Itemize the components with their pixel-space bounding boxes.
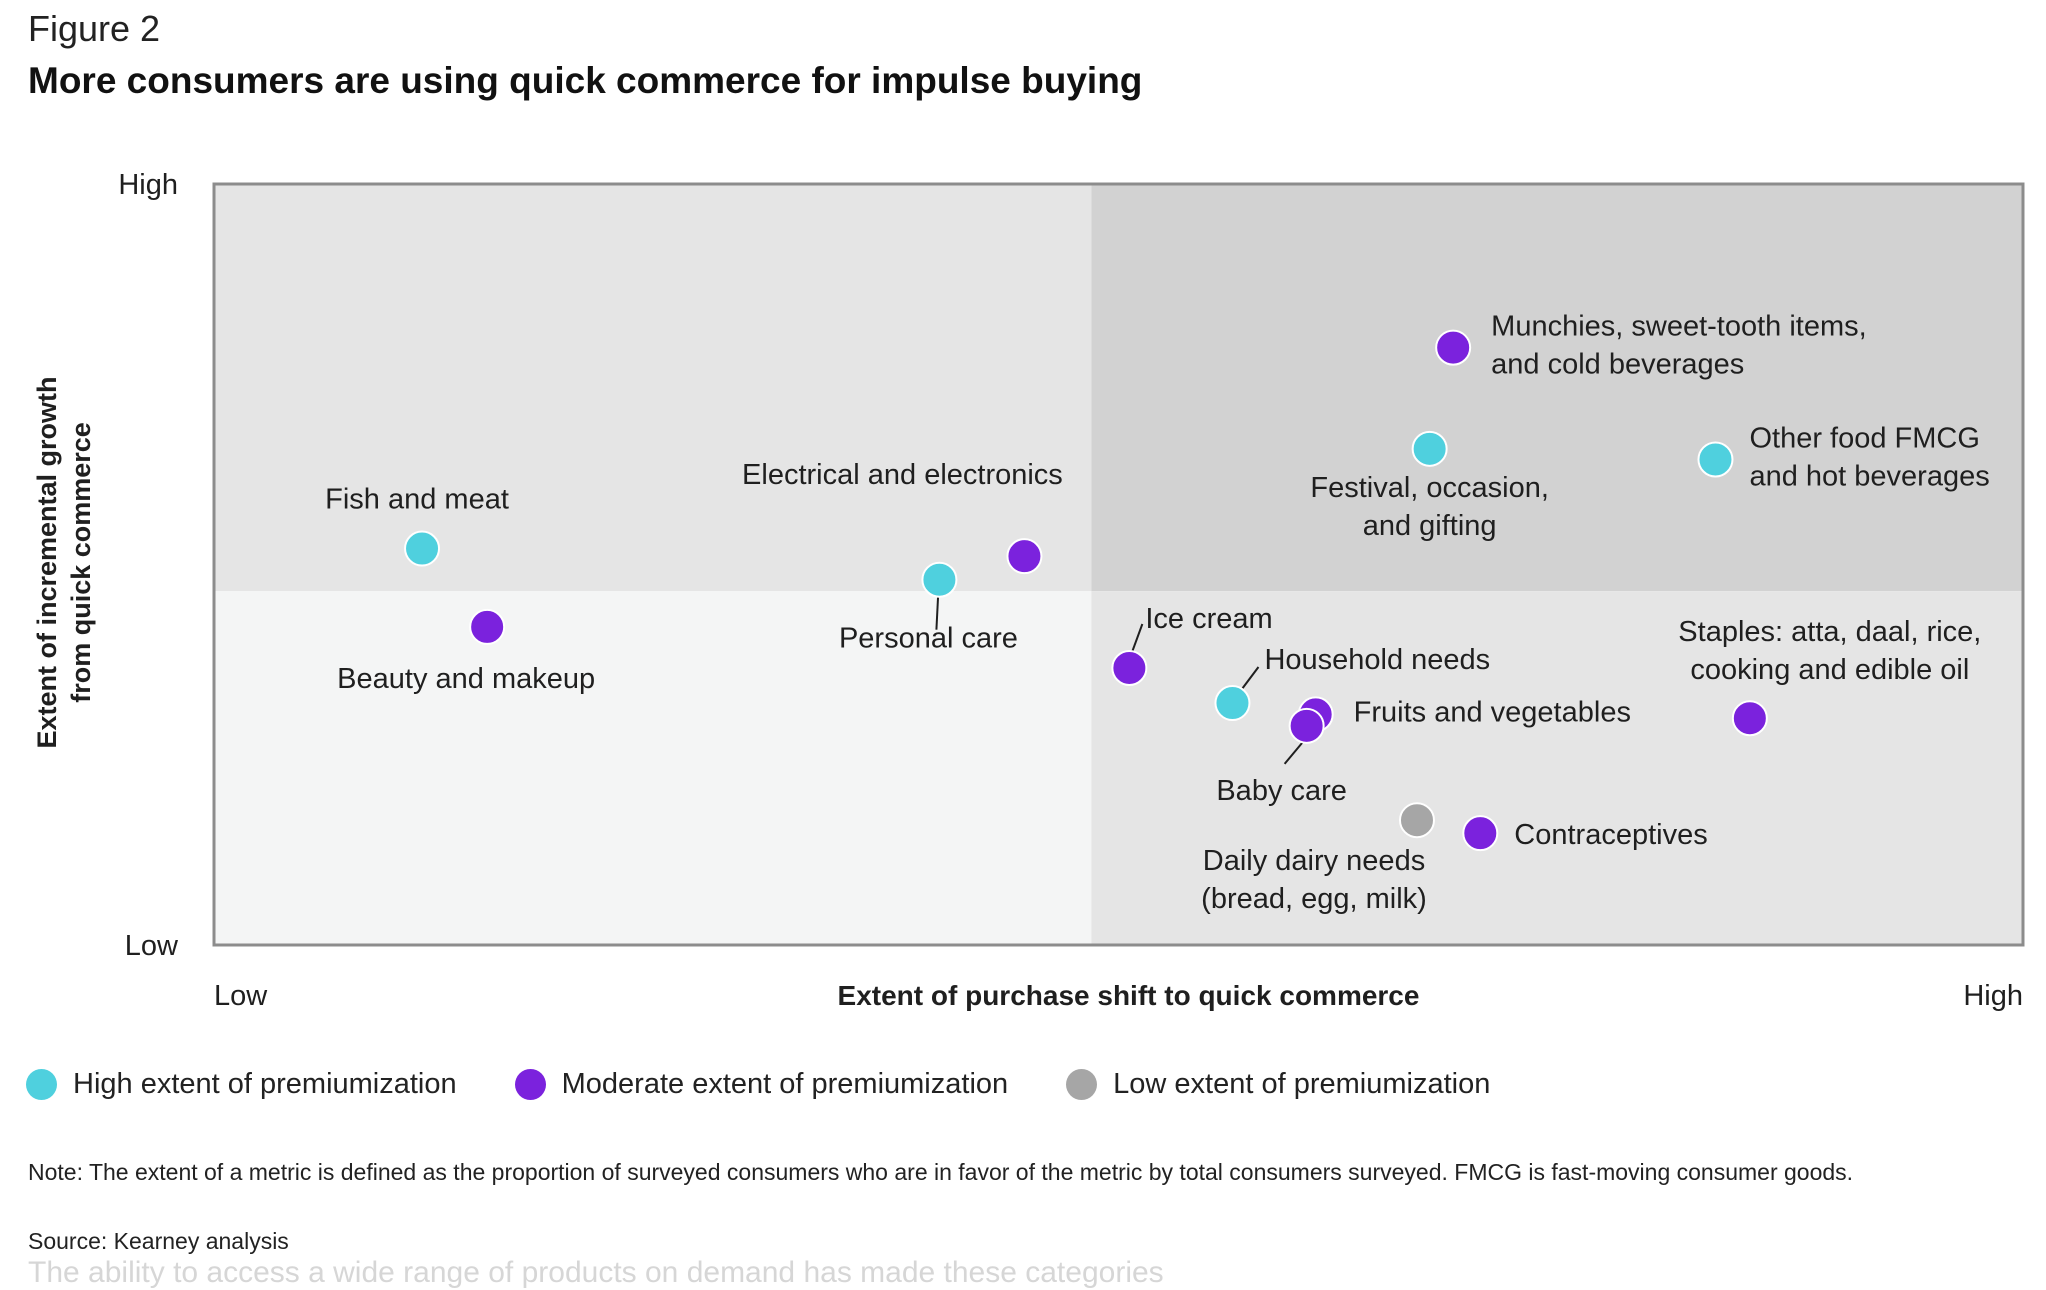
- point-label-personal-care: Personal care: [839, 623, 1018, 655]
- legend-item-low: Low extent of premiumization: [1066, 1068, 1490, 1101]
- x-tick-low: Low: [214, 980, 268, 1012]
- legend-swatch-high: [26, 1069, 57, 1100]
- point-label-beauty-and-makeup: Beauty and makeup: [337, 663, 595, 695]
- point-label-electrical-and-electronics: Electrical and electronics: [742, 459, 1063, 491]
- scatter-chart: High Low Low High Extent of purchase shift t…: [32, 169, 2025, 1012]
- point-staples-atta-daal-rice-cooking-and-edible-oil[interactable]: [1731, 700, 1768, 737]
- point-other-food-fmcg-and-hot-beverages[interactable]: [1697, 441, 1734, 478]
- point-label-baby-care: Baby care: [1216, 775, 1347, 807]
- x-axis-label: Extent of purchase shift to quick commer…: [838, 980, 1420, 1011]
- point-label-fish-and-meat: Fish and meat: [325, 484, 509, 516]
- legend-item-moderate: Moderate extent of premiumization: [514, 1068, 1009, 1101]
- legend: High extent of premiumization Moderate e…: [26, 1068, 1548, 1101]
- legend-item-high: High extent of premiumization: [26, 1068, 457, 1101]
- y-axis-label: Extent of incremental growth from quick c…: [32, 376, 96, 748]
- point-personal-care[interactable]: [921, 561, 958, 598]
- point-electrical-and-electronics[interactable]: [1006, 538, 1043, 575]
- point-baby-care[interactable]: [1288, 707, 1325, 744]
- plot-frame: [212, 182, 2025, 947]
- legend-label-low: Low extent of premiumization: [1113, 1068, 1491, 1100]
- point-fish-and-meat[interactable]: [404, 530, 441, 567]
- figure-label: Figure 2: [28, 8, 161, 49]
- chart-title: More consumers are using quick commerce …: [28, 60, 1143, 101]
- point-daily-dairy-needs-bread-egg-milk[interactable]: [1398, 802, 1435, 839]
- point-label-daily-dairy-needs-bread-egg-milk: Daily dairy needs (bread, egg, milk): [1201, 845, 1427, 915]
- point-ice-cream[interactable]: [1111, 649, 1148, 686]
- point-label-fruits-and-vegetables: Fruits and vegetables: [1354, 696, 1631, 728]
- faded-body-text: The ability to access a wide range of pr…: [28, 1256, 1164, 1289]
- point-label-other-food-fmcg-and-hot-beverages: Other food FMCG and hot beverages: [1749, 422, 1989, 492]
- legend-label-high: High extent of premiumization: [73, 1068, 457, 1100]
- point-label-contraceptives: Contraceptives: [1514, 819, 1707, 851]
- y-tick-low: Low: [125, 930, 179, 962]
- legend-swatch-low: [1066, 1069, 1098, 1100]
- point-label-festival-occasion-and-gifting: Festival, occasion, and gifting: [1310, 472, 1549, 542]
- point-festival-occasion-and-gifting[interactable]: [1411, 430, 1448, 467]
- quadrant-high-shift-high-growth: [1091, 184, 2023, 592]
- quadrant-low-shift-low-growth: [214, 591, 1092, 945]
- legend-label-moderate: Moderate extent of premiumization: [561, 1068, 1009, 1100]
- chart-note: Note: The extent of a metric is defined …: [28, 1159, 1854, 1185]
- point-label-ice-cream: Ice cream: [1145, 603, 1272, 635]
- point-label-munchies-sweet-tooth-items-and-cold-beverages: Munchies, sweet-tooth items, and cold bev…: [1491, 311, 1867, 381]
- quadrant-high-shift-low-growth: [1091, 591, 2023, 945]
- chart-source: Source: Kearney analysis: [28, 1228, 289, 1254]
- point-munchies-sweet-tooth-items-and-cold-beverages[interactable]: [1435, 329, 1472, 366]
- point-label-household-needs: Household needs: [1264, 644, 1490, 676]
- point-household-needs[interactable]: [1214, 685, 1251, 722]
- point-label-staples-atta-daal-rice-cooking-and-edible-oil: Staples: atta, daal, rice, cooking and ed…: [1678, 616, 1981, 686]
- x-tick-high: High: [1963, 980, 2023, 1012]
- leader-line-ice-cream: [1130, 623, 1144, 655]
- y-tick-high: High: [118, 169, 178, 201]
- quadrant-low-shift-high-growth: [214, 184, 1092, 592]
- point-beauty-and-makeup[interactable]: [469, 608, 506, 645]
- leader-line-baby-care: [1283, 739, 1306, 765]
- point-contraceptives[interactable]: [1462, 815, 1499, 852]
- legend-swatch-moderate: [514, 1069, 546, 1100]
